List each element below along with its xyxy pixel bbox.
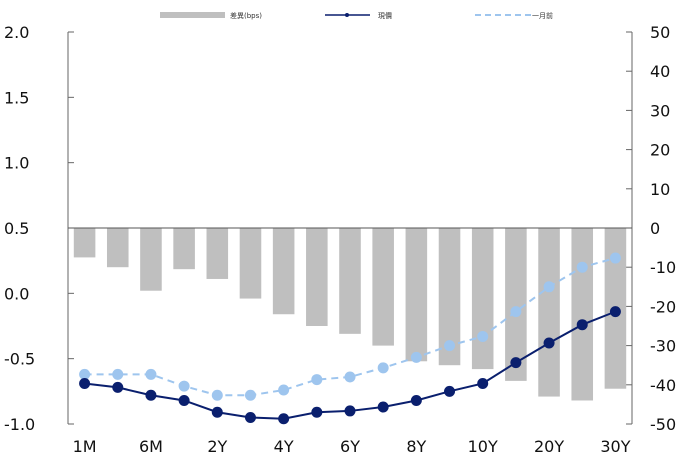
legend-current-label: 現價: [378, 11, 392, 20]
left-tick-label: 0.5: [4, 219, 29, 238]
current-point: [543, 337, 555, 349]
current-point: [344, 405, 356, 417]
x-tick-label: 6Y: [340, 437, 360, 456]
spread-bar: [140, 228, 162, 291]
right-tick-label: 30: [650, 101, 670, 120]
spread-bar: [306, 228, 328, 326]
legend-spread-swatch: [160, 12, 225, 18]
left-tick-label: -0.5: [4, 350, 35, 369]
month-ago-point: [112, 368, 124, 380]
month-ago-point: [311, 374, 323, 386]
current-point: [278, 413, 290, 425]
x-tick-label: 8Y: [406, 437, 426, 456]
spread-bar: [372, 228, 394, 346]
legend-spread-label: 差異(bps): [230, 11, 262, 20]
x-tick-label: 10Y: [468, 437, 498, 456]
month-ago-point: [211, 389, 223, 401]
x-tick-label: 6M: [139, 437, 163, 456]
month-ago-point: [145, 368, 157, 380]
month-ago-point: [543, 281, 555, 293]
current-point: [244, 411, 256, 423]
spread-bar: [339, 228, 361, 334]
current-point: [79, 377, 91, 389]
left-tick-label: 1.0: [4, 154, 29, 173]
right-tick-label: 20: [650, 141, 670, 160]
left-tick-label: 0.0: [4, 284, 29, 303]
current-point: [510, 357, 522, 369]
spread-bar: [106, 228, 129, 268]
month-ago-point: [377, 362, 389, 374]
left-tick-label: 2.0: [4, 23, 29, 42]
current-point: [211, 406, 223, 418]
spread-bar: [571, 228, 594, 401]
right-tick-label: 40: [650, 62, 670, 81]
x-tick-label: 4Y: [274, 437, 294, 456]
current-point: [112, 381, 124, 393]
x-tick-label: 2Y: [207, 437, 227, 456]
current-point: [477, 377, 489, 389]
spread-bar: [538, 228, 560, 397]
legend: 差異(bps) 現價 一月前: [160, 11, 553, 20]
current-point: [311, 406, 323, 418]
month-ago-point: [477, 330, 489, 342]
spread-bar: [272, 228, 295, 315]
spread-bars: [73, 228, 627, 401]
month-ago-point: [510, 306, 522, 318]
month-ago-point: [244, 389, 256, 401]
x-tick-label: 20Y: [534, 437, 564, 456]
left-tick-label: -1.0: [4, 415, 35, 434]
x-tick-label: 30Y: [600, 437, 630, 456]
right-tick-label: -40: [650, 376, 676, 395]
current-point: [410, 394, 422, 406]
month-ago-point: [410, 351, 422, 363]
spread-bar: [405, 228, 428, 362]
right-tick-label: 10: [650, 180, 670, 199]
right-tick-label: -10: [650, 258, 676, 277]
legend-current-marker: [345, 13, 349, 17]
legend-month-ago-label: 一月前: [532, 11, 553, 20]
month-ago-point: [444, 340, 456, 352]
month-ago-series: [79, 252, 621, 401]
current-point: [444, 385, 456, 397]
month-ago-point: [79, 368, 91, 380]
month-ago-point: [344, 371, 356, 383]
spread-bar: [173, 228, 195, 270]
month-ago-point: [609, 252, 621, 264]
spread-bar: [206, 228, 229, 279]
right-axis-ticks: 50 40 30 20 10 0 -10 -20 -30 -40 -50: [626, 23, 676, 434]
x-axis-ticks: 1M 6M 2Y 4Y 6Y 8Y 10Y 20Y 30Y: [73, 437, 631, 456]
left-tick-label: 1.5: [4, 88, 29, 107]
month-ago-point: [576, 261, 588, 273]
current-point: [609, 306, 621, 318]
month-ago-point: [178, 380, 190, 392]
right-tick-label: -50: [650, 415, 676, 434]
spread-bar: [505, 228, 527, 381]
x-tick-label: 1M: [73, 437, 97, 456]
current-point: [178, 394, 190, 406]
spread-bar: [471, 228, 494, 370]
current-series: [79, 306, 621, 425]
right-tick-label: 0: [650, 219, 660, 238]
month-ago-point: [278, 384, 290, 396]
left-axis-ticks: 2.0 1.5 1.0 0.5 0.0 -0.5 -1.0: [4, 23, 74, 434]
right-tick-label: -20: [650, 297, 676, 316]
spread-bar: [239, 228, 262, 299]
spread-bar: [438, 228, 461, 366]
current-point: [377, 401, 389, 413]
spread-bar: [73, 228, 96, 258]
current-point: [576, 319, 588, 331]
right-tick-label: -30: [650, 337, 676, 356]
current-point: [145, 389, 157, 401]
right-tick-label: 50: [650, 23, 670, 42]
